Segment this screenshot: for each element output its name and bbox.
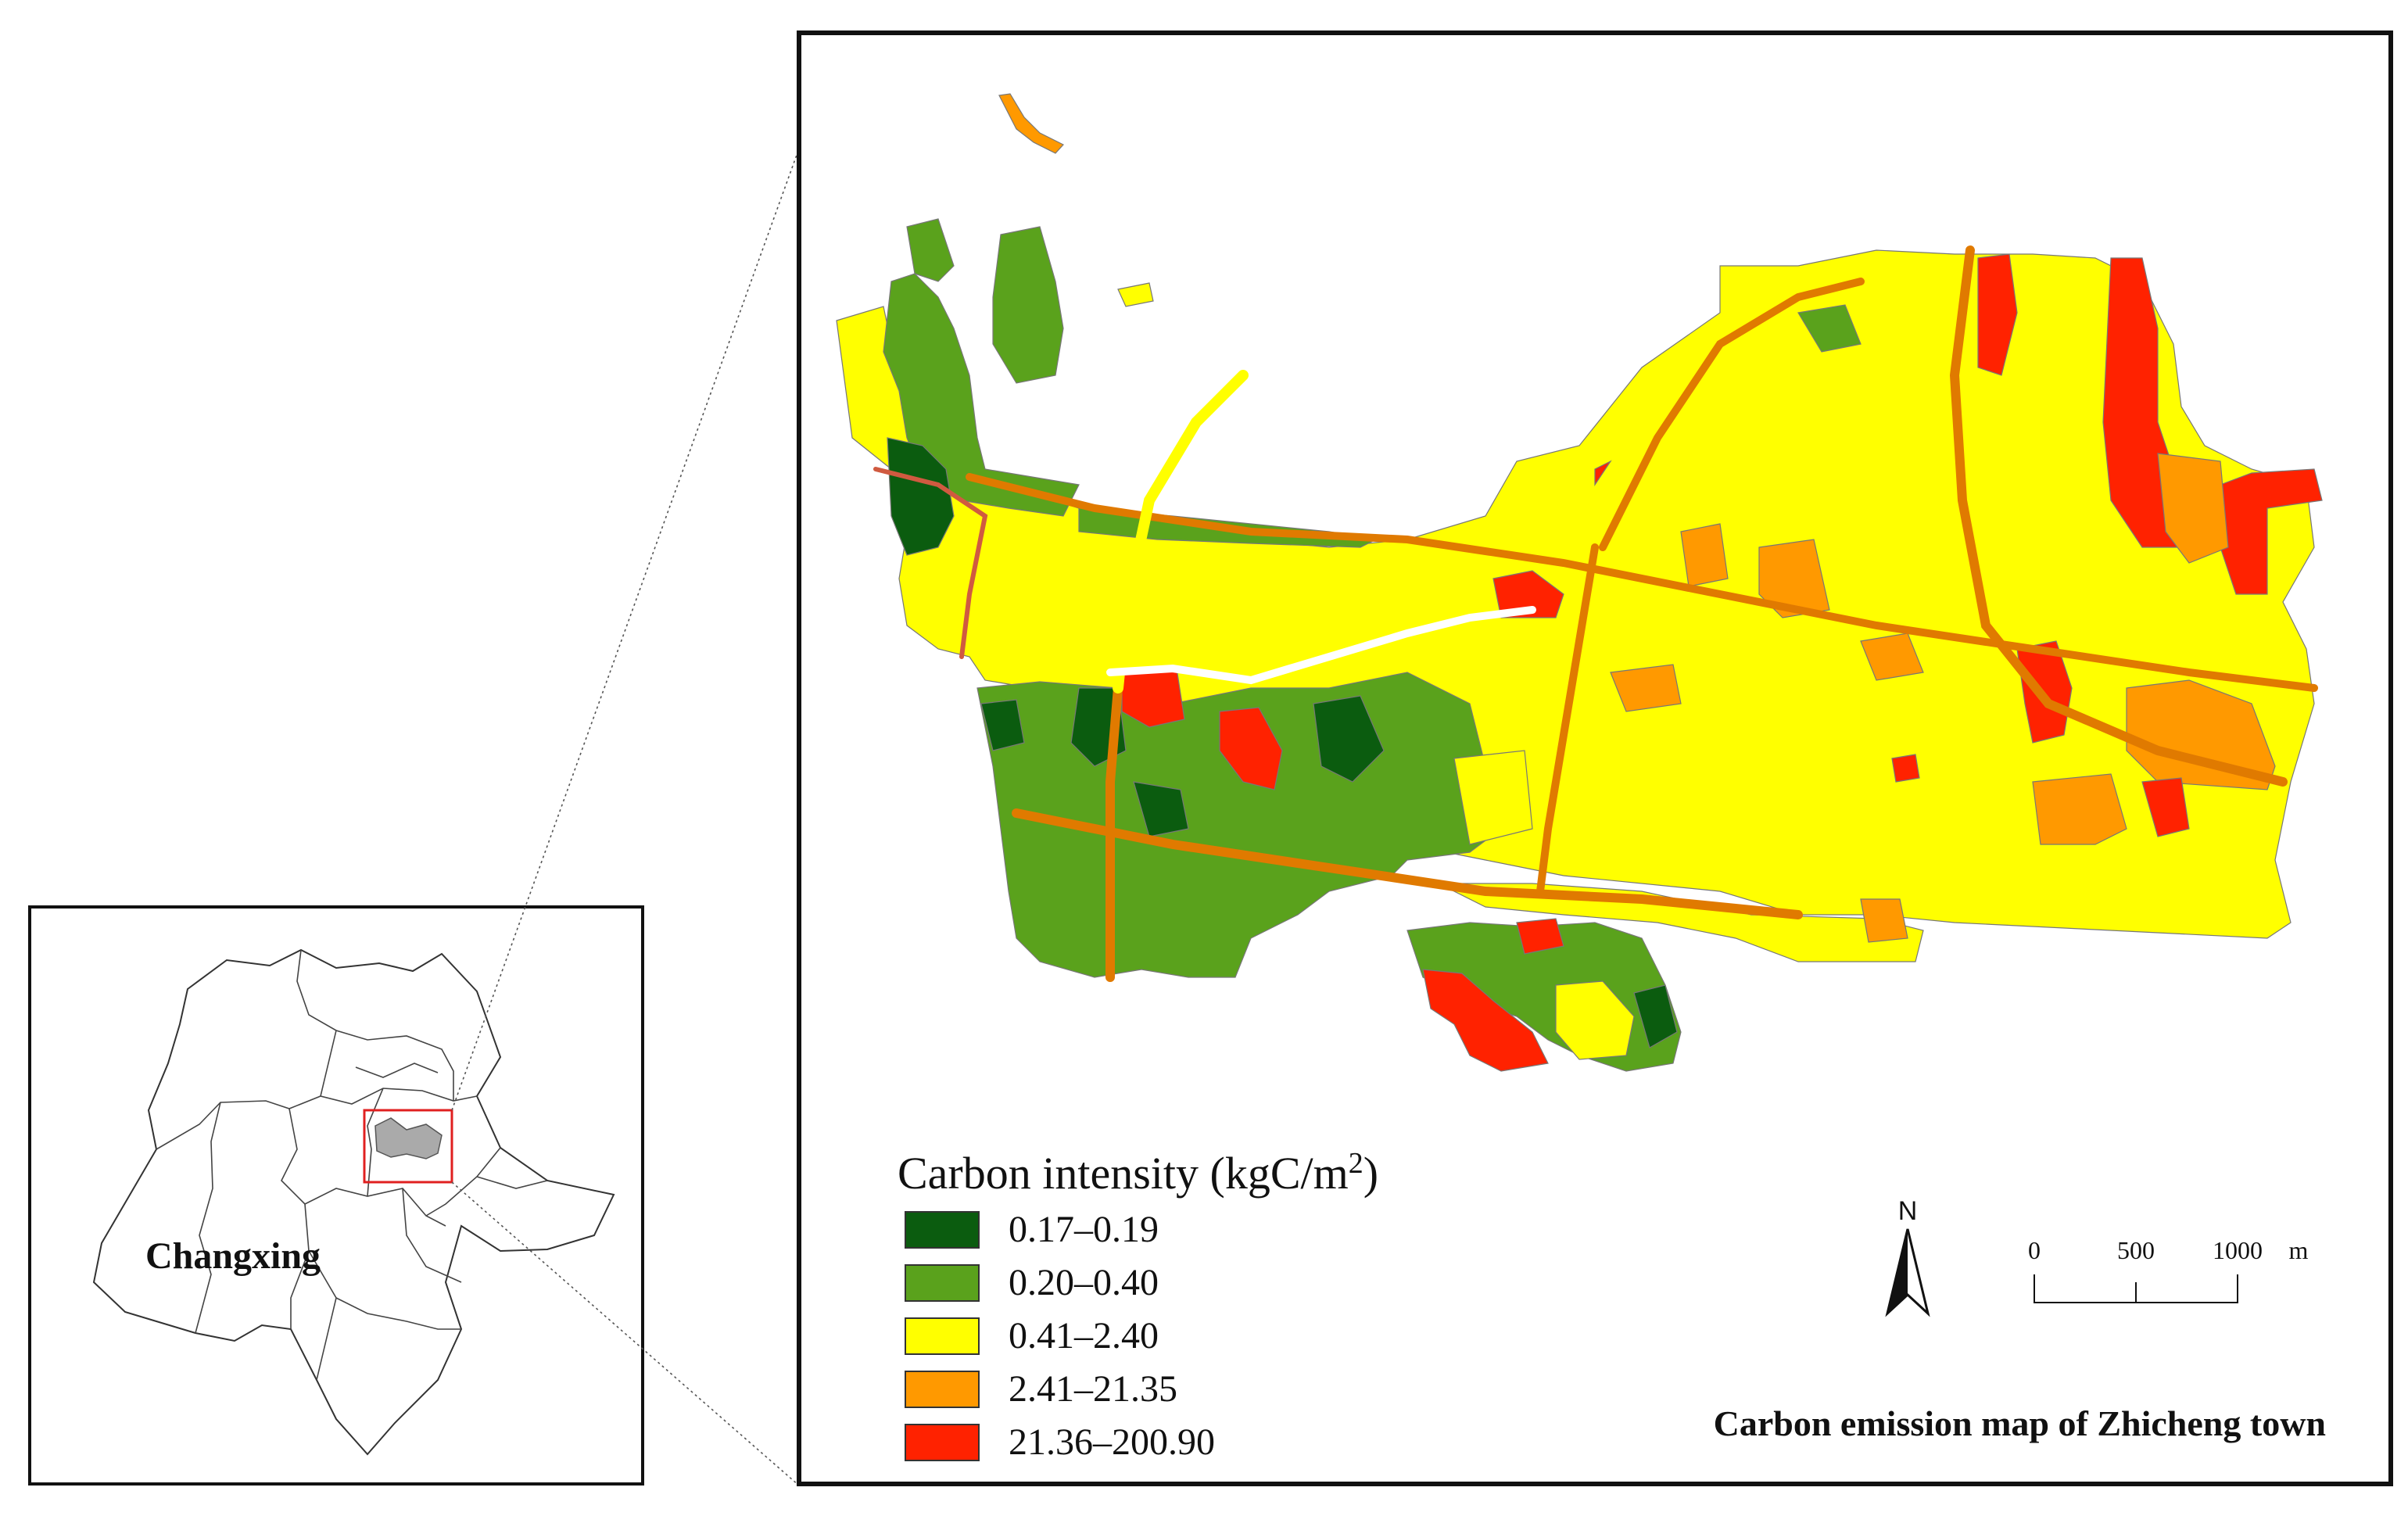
road-network <box>873 245 2318 982</box>
parcel-green-nw-3 <box>906 218 955 282</box>
parcel-yellow-south-base <box>1438 883 1924 962</box>
parcel-orange-east-3 <box>2032 773 2127 845</box>
zhicheng-town-highlight <box>374 1117 443 1159</box>
parcel-yellow-central-1 <box>1453 750 1533 845</box>
road-west-north-south <box>1105 683 1123 982</box>
legend-label: 2.41–21.35 <box>1009 1368 1177 1410</box>
zhicheng-parcels <box>836 93 2323 1072</box>
road-north-diagonal <box>873 467 988 659</box>
parcel-south-cluster-red-2 <box>1516 918 1564 955</box>
scale-tick-label: 1000 <box>2213 1236 2263 1264</box>
parcel-orange-south-1 <box>1860 898 1908 943</box>
parcel-yellow-island <box>1117 282 1154 307</box>
legend-class-1: 0.17–0.19 <box>905 1209 1159 1250</box>
legend-swatch <box>905 1264 980 1302</box>
road-northwest-yellow <box>1113 370 1249 693</box>
parcel-red-central-2 <box>1594 460 1612 486</box>
scale-tick-label: 0 <box>2028 1236 2041 1264</box>
legend-label: 21.36–200.90 <box>1009 1421 1215 1463</box>
parcel-red-ne-1 <box>1977 253 2018 376</box>
road-central-north-south <box>1536 543 1599 895</box>
legend-class-5: 21.36–200.90 <box>905 1421 1215 1463</box>
parcel-orange-east-1 <box>2157 453 2229 564</box>
legend: Carbon intensity (kgC/m2) 0.17–0.19 0.20… <box>898 1147 1378 1463</box>
township-boundaries <box>156 949 548 1381</box>
road-river <box>1106 606 1536 685</box>
parcel-south-cluster-yellow <box>1555 980 1635 1060</box>
legend-swatch <box>905 1317 980 1355</box>
road-east-north-south <box>1949 245 2288 787</box>
legend-label: 0.41–2.40 <box>1009 1315 1159 1357</box>
parcel-green-nw-2 <box>992 226 1064 384</box>
zoom-connector-lines <box>451 148 800 1486</box>
legend-label: 0.17–0.19 <box>1009 1209 1159 1250</box>
legend-class-3: 0.41–2.40 <box>905 1315 1159 1357</box>
parcel-red-east-2 <box>2141 777 2190 837</box>
legend-swatch <box>905 1424 980 1461</box>
parcel-red-sw-2 <box>1219 707 1283 790</box>
road-main-south <box>1012 808 1803 919</box>
map-title: Carbon emission map of Zhicheng town <box>1714 1403 2326 1443</box>
parcel-south-cluster-red-1 <box>1422 969 1549 1072</box>
parcel-green-ne-1 <box>1797 304 1862 353</box>
parcel-darkgreen-sw-3 <box>1313 695 1385 783</box>
legend-label: 0.20–0.40 <box>1009 1262 1159 1303</box>
road-main-west-east <box>966 473 2318 692</box>
parcel-orange-island <box>998 93 1064 154</box>
legend-swatch <box>905 1371 980 1408</box>
scale-bar: 0 500 1000 m <box>2028 1236 2309 1303</box>
scale-tick-label: 500 <box>2117 1236 2155 1264</box>
parcel-darkgreen-sw-4 <box>1133 781 1189 837</box>
parcel-red-ne-3 <box>2220 468 2323 595</box>
parcel-darkgreen-nw <box>887 437 955 556</box>
legend-title: Carbon intensity (kgC/m2) <box>898 1147 1378 1199</box>
road-diagonal-ne <box>1599 278 1865 551</box>
parcel-red-south-1 <box>1891 754 1920 783</box>
legend-class-2: 0.20–0.40 <box>905 1262 1159 1303</box>
north-label: N <box>1898 1196 1918 1226</box>
scale-bar-line <box>2034 1274 2238 1303</box>
legend-class-4: 2.41–21.35 <box>905 1368 1177 1410</box>
parcel-orange-central-1 <box>1680 523 1729 587</box>
legend-swatch <box>905 1211 980 1249</box>
parcel-orange-central-4 <box>1610 664 1682 712</box>
parcel-orange-central-3 <box>1860 633 1924 681</box>
north-arrow: N <box>1885 1196 1930 1317</box>
scale-unit-label: m <box>2289 1236 2309 1264</box>
parcel-darkgreen-sw-1 <box>980 699 1025 751</box>
inset-extent-box <box>363 1109 453 1184</box>
parcel-south-cluster-darkgreen <box>1633 984 1678 1048</box>
county-label: Changxing <box>145 1235 321 1277</box>
inset-panel: Changxing <box>28 905 644 1486</box>
